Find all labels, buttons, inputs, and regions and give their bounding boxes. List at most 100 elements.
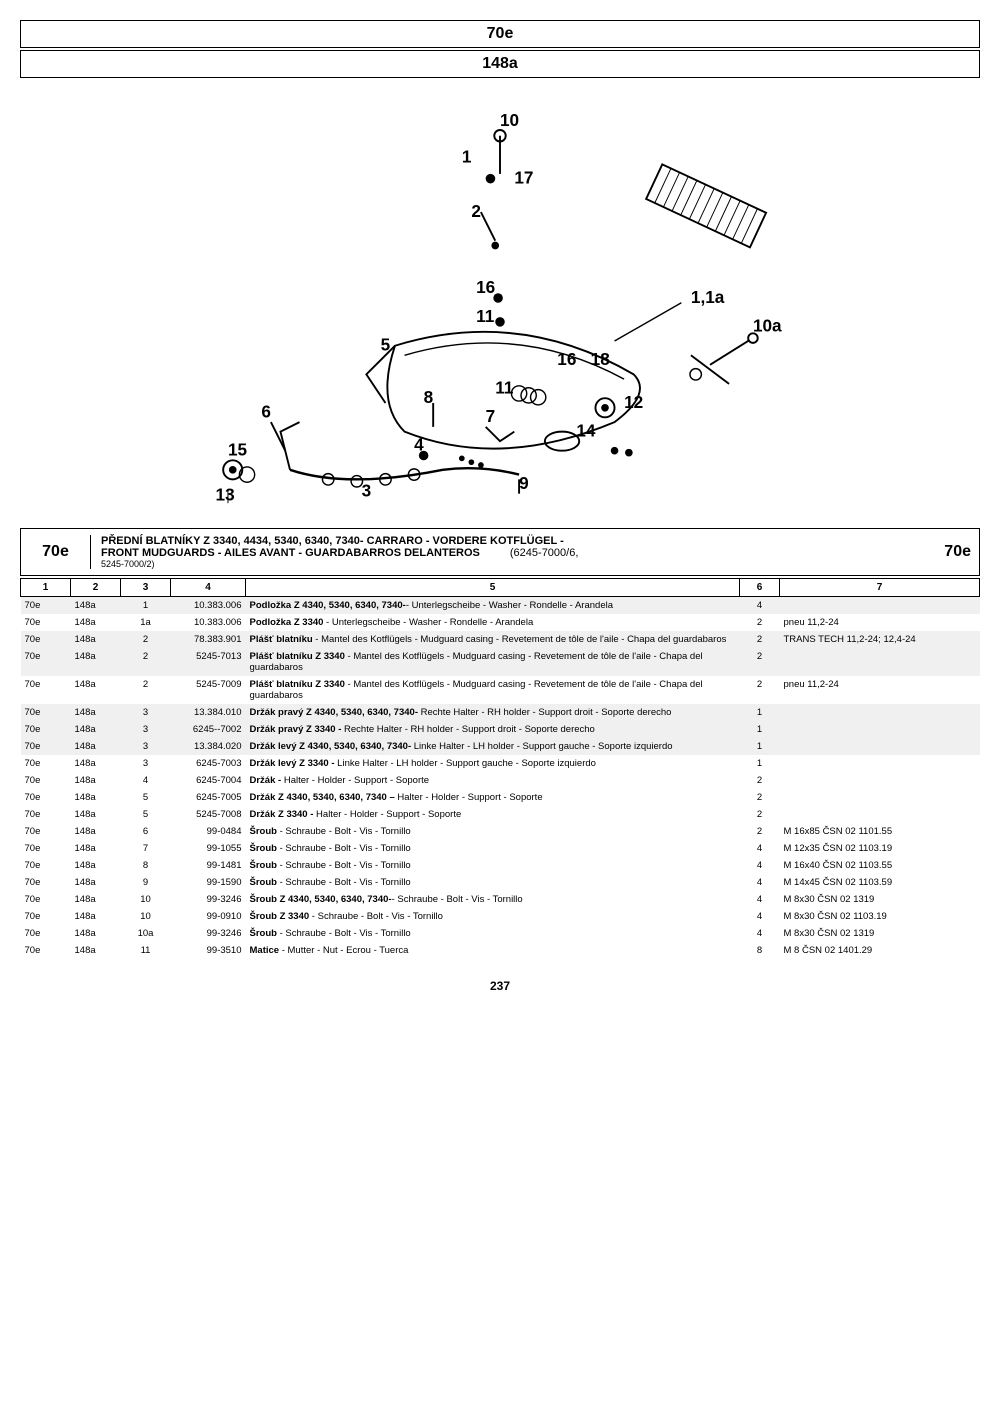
cell-pos: 2: [121, 676, 171, 704]
title-right-code: 70e: [919, 535, 979, 569]
cell-subgroup: 148a: [71, 676, 121, 704]
callout-label: 1,1a: [691, 287, 725, 307]
header-box-1: 70e: [20, 20, 980, 48]
cell-group: 70e: [21, 676, 71, 704]
header-text-2: 148a: [482, 55, 518, 72]
cell-partno: 13.384.020: [171, 738, 246, 755]
title-sub: 5245-7000/2): [101, 559, 155, 569]
cell-qty: 4: [740, 857, 780, 874]
table-row: 70e148a1099-0910Šroub Z 3340 - Schraube …: [21, 908, 980, 925]
cell-group: 70e: [21, 840, 71, 857]
cell-group: 70e: [21, 704, 71, 721]
cell-subgroup: 148a: [71, 721, 121, 738]
cell-note: [780, 806, 980, 823]
callout-label: 14: [576, 420, 596, 440]
callout-label: 3: [362, 481, 372, 501]
cell-pos: 4: [121, 772, 171, 789]
cell-group: 70e: [21, 597, 71, 615]
cell-partno: 99-1055: [171, 840, 246, 857]
cell-qty: 1: [740, 721, 780, 738]
cell-desc: Držák - Halter - Holder - Support - Sopo…: [246, 772, 740, 789]
cell-pos: 5: [121, 806, 171, 823]
cell-pos: 3: [121, 755, 171, 772]
cell-subgroup: 148a: [71, 597, 121, 615]
cell-group: 70e: [21, 755, 71, 772]
table-row: 70e148a799-1055Šroub - Schraube - Bolt -…: [21, 840, 980, 857]
cell-desc: Šroub - Schraube - Bolt - Vis - Tornillo: [246, 840, 740, 857]
cell-note: [780, 597, 980, 615]
cell-partno: 6245--7002: [171, 721, 246, 738]
table-row: 70e148a46245-7004Držák - Halter - Holder…: [21, 772, 980, 789]
cell-note: M 8x30 ČSN 02 1319: [780, 891, 980, 908]
callout-label: 16: [476, 277, 495, 297]
cell-desc: Podložka Z 4340, 5340, 6340, 7340-- Unte…: [246, 597, 740, 615]
col-4: 4: [171, 579, 246, 597]
cell-qty: 2: [740, 648, 780, 676]
cell-subgroup: 148a: [71, 874, 121, 891]
callout-label: 8: [424, 387, 434, 407]
cell-pos: 1a: [121, 614, 171, 631]
cell-partno: 99-3246: [171, 891, 246, 908]
callout-label: 4: [414, 435, 424, 455]
cell-note: M 12x35 ČSN 02 1103.19: [780, 840, 980, 857]
cell-qty: 4: [740, 874, 780, 891]
title-ref: (6245-7000/6,: [510, 547, 579, 559]
cell-group: 70e: [21, 942, 71, 959]
cell-subgroup: 148a: [71, 631, 121, 648]
callout-label: 2: [471, 201, 481, 221]
cell-subgroup: 148a: [71, 614, 121, 631]
cell-note: [780, 721, 980, 738]
cell-qty: 8: [740, 942, 780, 959]
cell-partno: 6245-7005: [171, 789, 246, 806]
cell-subgroup: 148a: [71, 738, 121, 755]
cell-note: TRANS TECH 11,2-24; 12,4-24: [780, 631, 980, 648]
cell-partno: 6245-7003: [171, 755, 246, 772]
cell-pos: 10a: [121, 925, 171, 942]
cell-group: 70e: [21, 874, 71, 891]
title-line1: PŘEDNÍ BLATNÍKY Z 3340, 4434, 5340, 6340…: [101, 535, 564, 547]
cell-group: 70e: [21, 908, 71, 925]
cell-subgroup: 148a: [71, 840, 121, 857]
cell-note: pneu 11,2-24: [780, 614, 980, 631]
header-box-2: 148a: [20, 50, 980, 78]
cell-qty: 4: [740, 597, 780, 615]
cell-pos: 2: [121, 648, 171, 676]
cell-group: 70e: [21, 823, 71, 840]
cell-partno: 99-0484: [171, 823, 246, 840]
cell-pos: 3: [121, 704, 171, 721]
cell-pos: 10: [121, 891, 171, 908]
table-row: 70e148a1a10.383.006Podložka Z 3340 - Unt…: [21, 614, 980, 631]
callout-label: 6: [261, 401, 271, 421]
cell-note: [780, 755, 980, 772]
callout-label: 9: [519, 473, 529, 493]
cell-subgroup: 148a: [71, 806, 121, 823]
callout-label: 13: [216, 484, 235, 504]
cell-group: 70e: [21, 925, 71, 942]
cell-subgroup: 148a: [71, 755, 121, 772]
table-row: 70e148a10a99-3246Šroub - Schraube - Bolt…: [21, 925, 980, 942]
cell-note: [780, 704, 980, 721]
title-line2: FRONT MUDGUARDS - AILES AVANT - GUARDABA…: [101, 547, 480, 559]
cell-desc: Šroub Z 4340, 5340, 6340, 7340-- Schraub…: [246, 891, 740, 908]
cell-partno: 6245-7004: [171, 772, 246, 789]
callout-label: 18: [591, 349, 611, 369]
cell-partno: 5245-7009: [171, 676, 246, 704]
callout-label: 15: [228, 440, 248, 460]
cell-note: [780, 789, 980, 806]
title-text: PŘEDNÍ BLATNÍKY Z 3340, 4434, 5340, 6340…: [91, 529, 919, 575]
cell-partno: 99-1481: [171, 857, 246, 874]
page-number: 237: [20, 979, 980, 993]
table-row: 70e148a999-1590Šroub - Schraube - Bolt -…: [21, 874, 980, 891]
cell-group: 70e: [21, 631, 71, 648]
cell-partno: 10.383.006: [171, 614, 246, 631]
cell-pos: 10: [121, 908, 171, 925]
cell-qty: 2: [740, 823, 780, 840]
cell-qty: 2: [740, 614, 780, 631]
cell-qty: 2: [740, 806, 780, 823]
cell-subgroup: 148a: [71, 857, 121, 874]
cell-partno: 99-3510: [171, 942, 246, 959]
cell-qty: 4: [740, 925, 780, 942]
cell-group: 70e: [21, 891, 71, 908]
cell-subgroup: 148a: [71, 891, 121, 908]
cell-desc: Šroub - Schraube - Bolt - Vis - Tornillo: [246, 857, 740, 874]
